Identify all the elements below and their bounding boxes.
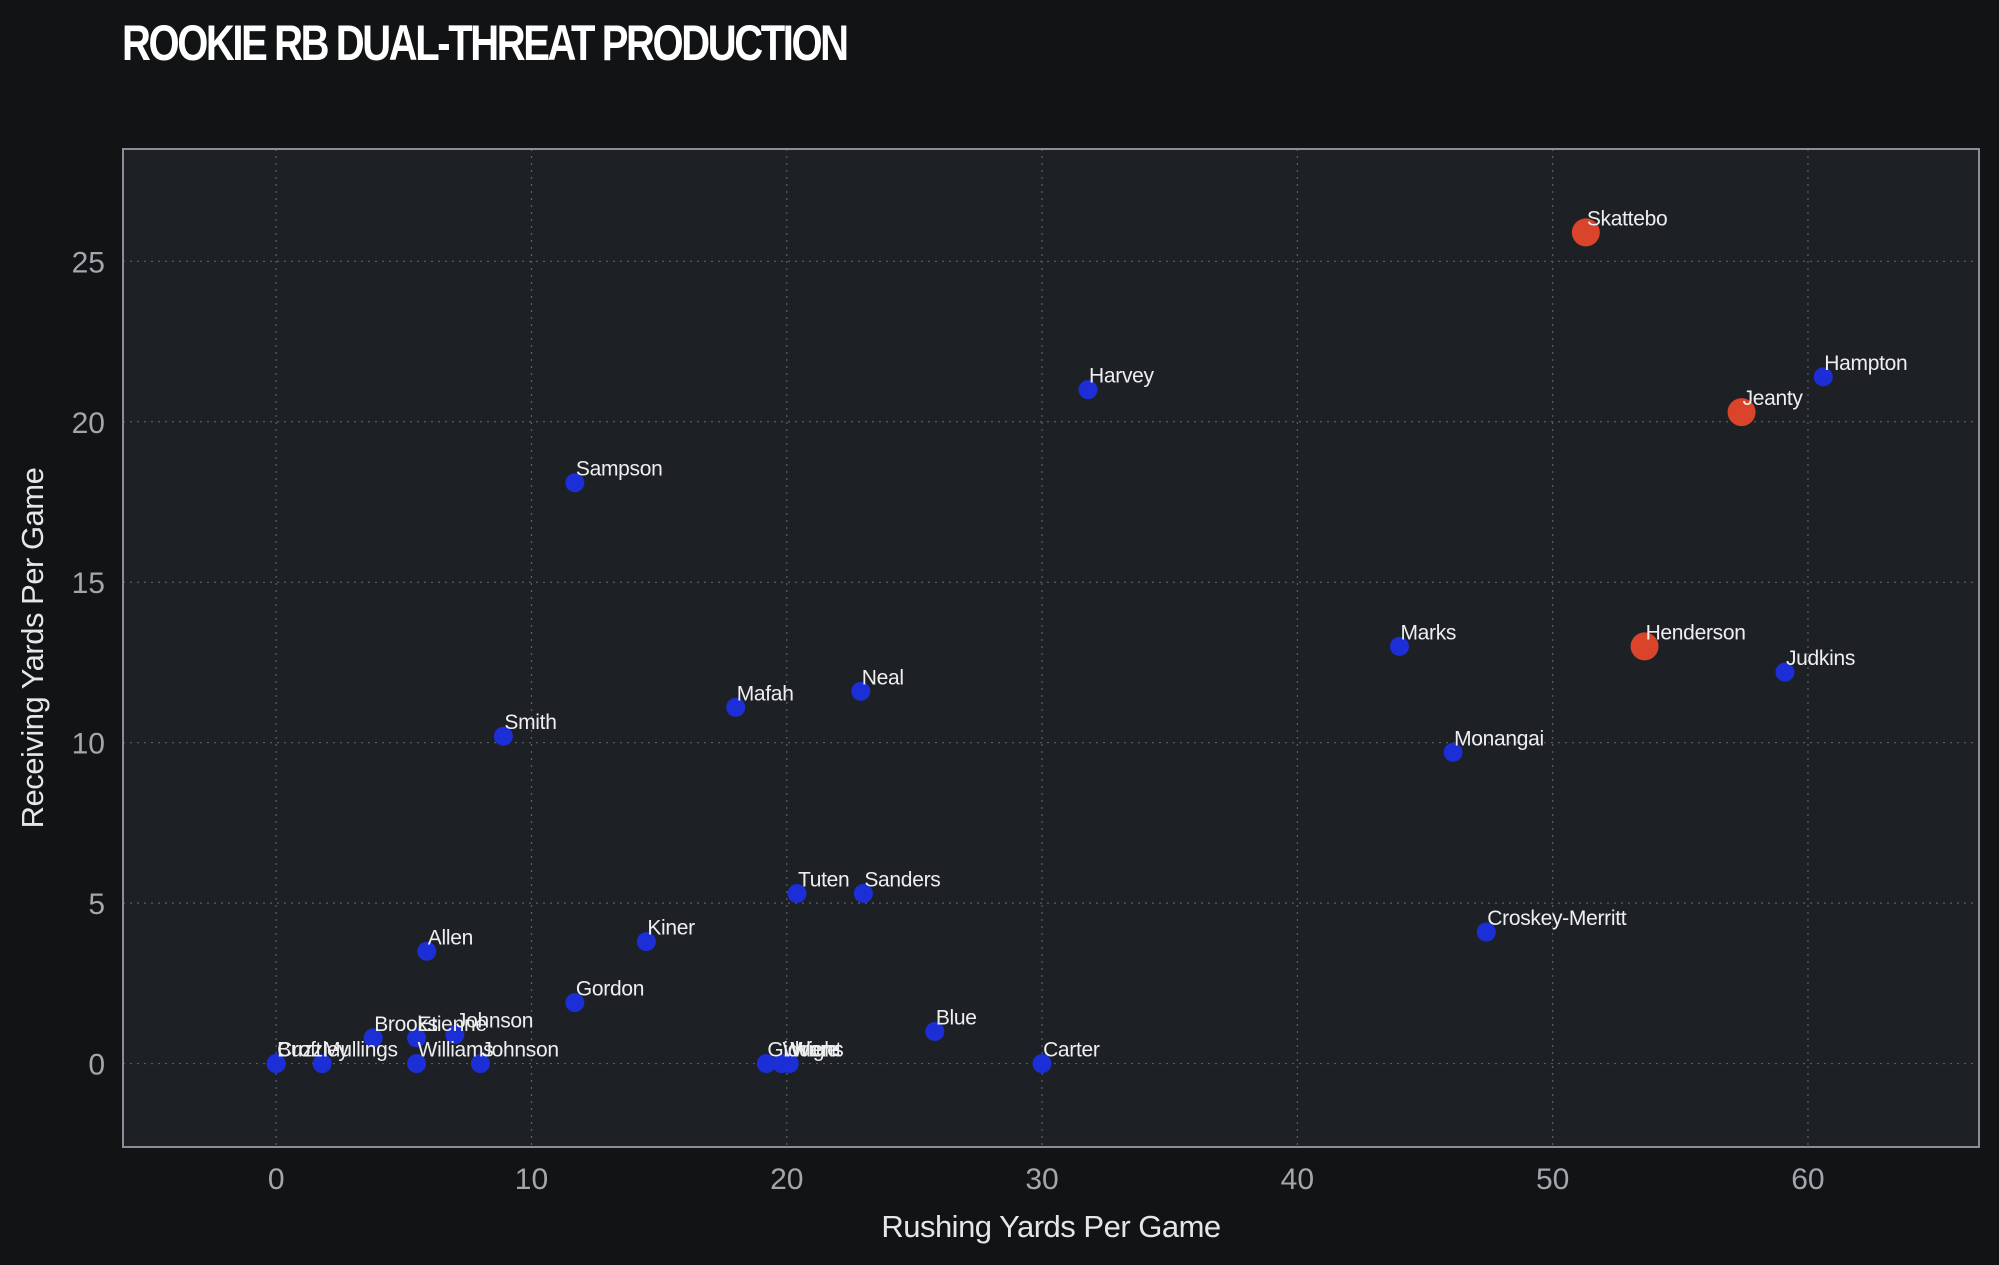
data-point [312,1054,332,1074]
point-label: Harvey [1089,365,1155,388]
data-point [445,1025,465,1045]
x-tick-label: 20 [770,1163,803,1196]
data-point [1727,398,1756,427]
data-point [1476,922,1496,942]
data-point [779,1054,799,1074]
point-label: Carter [1043,1039,1100,1062]
x-tick-label: 60 [1791,1163,1824,1196]
point-label: Smith [504,711,556,734]
x-tick-label: 40 [1281,1163,1314,1196]
point-label: Etienne [418,1013,487,1036]
point-label: Johnson [481,1039,558,1062]
point-label: Croft [277,1039,321,1062]
point-label: Blue [936,1006,977,1029]
point-label: Henderson [1646,621,1746,644]
data-point [1389,636,1409,656]
point-label: Williams [418,1039,494,1062]
data-point [787,883,807,903]
data-point [565,993,585,1013]
y-tick-label: 20 [72,407,105,440]
point-label: Mullings [323,1039,398,1062]
data-point [636,932,656,952]
point-label: Allen [428,926,473,949]
x-tick-label: 0 [268,1163,285,1196]
x-tick-label: 50 [1536,1163,1569,1196]
data-point [925,1021,945,1041]
data-point [1813,367,1833,387]
point-label: Neal [862,666,904,689]
x-tick-label: 30 [1025,1163,1058,1196]
data-point [1630,632,1659,661]
y-tick-label: 15 [72,567,105,600]
point-label: Sanders [864,868,940,891]
data-point [1443,742,1463,762]
point-label: Buzzley [277,1039,349,1062]
point-label: Hampton [1824,352,1907,375]
plot-area [123,149,1979,1147]
point-label: Marks [1400,621,1456,644]
data-point [266,1054,286,1074]
point-label: Tuten [798,868,849,891]
data-point [1571,218,1600,247]
data-point [853,883,873,903]
data-point [756,1054,776,1074]
point-label: Wright [783,1039,842,1062]
y-axis-label: Receiving Yards Per Game [15,468,50,829]
data-point [1775,662,1795,682]
point-label: Judkins [1786,647,1855,670]
y-tick-label: 5 [88,888,105,921]
data-point [565,473,585,493]
point-label: Brooks [374,1013,438,1036]
data-point [417,941,437,961]
x-axis-label: Rushing Yards Per Game [881,1209,1220,1244]
y-tick-label: 10 [72,728,105,761]
point-label: Croskey-Merritt [1487,907,1626,930]
y-tick-label: 25 [72,246,105,279]
chart-title: ROOKIE RB DUAL-THREAT PRODUCTION [122,15,849,71]
point-label: Sampson [576,458,663,481]
plot-border [122,148,1980,1148]
point-label: Skattebo [1587,207,1668,230]
x-tick-label: 10 [515,1163,548,1196]
data-point [851,681,871,701]
data-point [470,1054,490,1074]
y-tick-label: 0 [88,1049,105,1082]
point-label: Kiner [647,917,695,940]
data-point [407,1028,427,1048]
point-label: Jeanty [1743,387,1804,410]
data-point [1032,1054,1052,1074]
point-label: Giddens [767,1039,843,1062]
data-point [363,1028,383,1048]
point-label: Johnson [456,1010,533,1033]
data-point [726,697,746,717]
point-label: Mafah [737,682,794,705]
data-point [1078,380,1098,400]
data-point [407,1054,427,1074]
point-label: Gordon [576,978,644,1001]
point-label: Monangai [1454,727,1544,750]
point-label: Ware [790,1039,838,1062]
data-point [493,726,513,746]
